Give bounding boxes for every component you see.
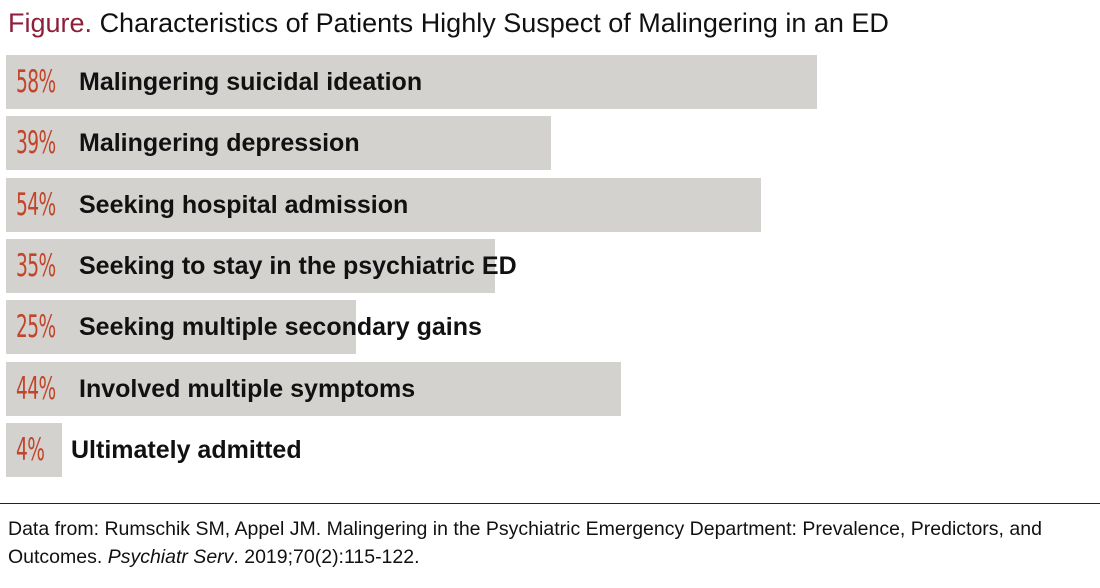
bar (6, 177, 761, 232)
source-divider (0, 503, 1100, 504)
bar-value-label: 44% (16, 370, 56, 407)
source-journal: Psychiatr Serv (107, 546, 234, 568)
source-suffix: . 2019;70(2):115-122. (233, 546, 420, 568)
source-prefix: Data from: Rumschik SM, Appel JM. Maling… (8, 518, 1042, 568)
bar-category-label: Ultimately admitted (71, 435, 302, 464)
bar-chart: 58% Malingering suicidal ideation 39% Malin… (6, 55, 817, 477)
bar (6, 116, 551, 171)
bar-value-label: 4% (16, 431, 45, 468)
bar-category-label: Involved multiple symptoms (79, 374, 416, 403)
bar (6, 300, 356, 355)
bar (6, 55, 817, 109)
title-text: Characteristics of Patients Highly Suspe… (99, 8, 889, 38)
source-note: Data from: Rumschik SM, Appel JM. Maling… (8, 515, 1088, 571)
bar (6, 238, 495, 293)
bar (6, 361, 621, 416)
bar-value-label: 25% (16, 309, 56, 346)
figure-label: Figure. (8, 8, 93, 38)
bar-value-label: 39% (16, 125, 56, 162)
chart-title: Figure. Characteristics of Patients High… (8, 6, 889, 40)
bar-category-label: Malingering depression (79, 129, 360, 158)
bar-value-label: 54% (16, 186, 56, 223)
bar-category-label: Seeking hospital admission (79, 190, 409, 219)
bar-category-label: Malingering suicidal ideation (79, 68, 423, 96)
bar-category-label: Seeking multiple secondary gains (79, 313, 482, 342)
bar-category-label: Seeking to stay in the psychiatric ED (79, 251, 517, 280)
bar-value-label: 58% (16, 64, 56, 100)
bar (6, 422, 62, 477)
bar-value-label: 35% (16, 247, 56, 284)
